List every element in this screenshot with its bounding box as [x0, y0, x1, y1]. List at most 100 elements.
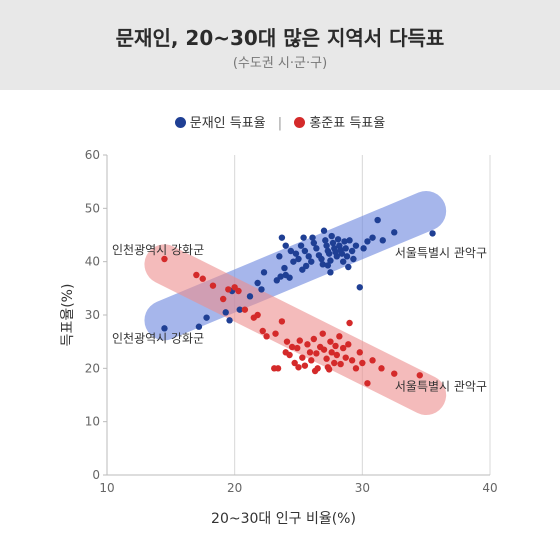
- hong-data-point: [299, 354, 306, 361]
- hong-data-point: [209, 282, 217, 289]
- moon-data-point: [228, 287, 236, 295]
- hong-data-point: [288, 343, 296, 351]
- x-tick-label: 20: [227, 481, 242, 495]
- y-tick-label: 50: [85, 201, 100, 215]
- moon-data-point: [333, 253, 340, 260]
- moon-data-point: [273, 277, 280, 284]
- moon-data-point: [236, 306, 243, 313]
- moon-data-point: [360, 245, 367, 252]
- hong-data-point: [286, 351, 293, 359]
- hong-data-point: [235, 287, 242, 295]
- page-title: 문재인, 20~30대 많은 지역서 다득표: [115, 26, 445, 50]
- hong-data-point: [193, 271, 200, 279]
- hong-data-point: [359, 359, 366, 367]
- hong-data-point: [356, 349, 363, 356]
- hong-data-point: [391, 370, 398, 377]
- hong-data-point: [336, 333, 343, 340]
- moon-data-point: [334, 236, 342, 243]
- moon-data-point: [195, 323, 203, 330]
- hong-data-point: [199, 275, 206, 282]
- moon-data-point: [332, 248, 339, 256]
- moon-data-point: [226, 317, 233, 324]
- moon-data-point: [278, 234, 286, 241]
- hong-data-point: [259, 327, 266, 335]
- hong-data-point: [320, 346, 328, 353]
- hong-data-point: [331, 359, 338, 367]
- moon-data-point: [364, 238, 371, 245]
- moon-data-point: [287, 247, 295, 255]
- moon-data-point: [352, 242, 360, 249]
- hong-data-point: [225, 286, 232, 293]
- hong-data-point: [345, 341, 352, 348]
- moon-data-point: [339, 258, 347, 265]
- moon-data-point: [327, 257, 334, 264]
- hong-data-point: [161, 255, 168, 263]
- y-tick-label: 10: [85, 415, 100, 429]
- hong-data-point: [416, 372, 423, 379]
- annotation-label: 서울특별시 관악구: [395, 246, 487, 260]
- moon-data-point: [302, 262, 310, 270]
- moon-data-point: [300, 234, 307, 241]
- hong-data-point: [272, 330, 279, 337]
- y-tick-label: 0: [92, 468, 100, 482]
- hong-data-point: [219, 295, 227, 303]
- hong-data-point: [295, 364, 302, 371]
- moon-data-point: [374, 216, 381, 224]
- moon-data-point: [286, 274, 293, 281]
- legend-dot-hong-icon: [294, 117, 306, 128]
- moon-data-point: [161, 325, 168, 332]
- hong-data-point: [263, 333, 270, 340]
- moon-data-point: [276, 253, 283, 260]
- moon-data-point: [305, 253, 312, 260]
- hong-data-point: [369, 357, 376, 364]
- x-tick-label: 30: [355, 481, 370, 495]
- hong-data-point: [352, 365, 360, 372]
- moon-data-point: [331, 245, 338, 252]
- hong-data-point: [364, 380, 371, 387]
- hong-data-point: [294, 344, 301, 352]
- hong-data-point: [283, 338, 291, 345]
- moon-data-point: [310, 239, 318, 247]
- hong-data-point: [306, 349, 314, 356]
- moon-data-point: [337, 246, 344, 254]
- hong-data-point: [328, 349, 335, 356]
- moon-data-point: [336, 242, 343, 249]
- moon-data-point: [281, 264, 288, 272]
- y-tick-label: 30: [85, 308, 100, 322]
- y-tick-label: 40: [85, 255, 100, 269]
- moon-data-point: [318, 255, 325, 263]
- legend-label-hong: 홍준표 득표율: [309, 116, 386, 131]
- hong-data-point: [325, 366, 333, 373]
- hong-data-point: [323, 355, 330, 362]
- legend-dot-moon-icon: [174, 117, 186, 128]
- hong-data-point: [304, 341, 311, 348]
- hong-data-point: [274, 365, 282, 372]
- hong-data-point: [308, 357, 315, 364]
- hong-data-point: [271, 365, 278, 372]
- hong-data-point: [310, 335, 318, 343]
- moon-data-point: [345, 263, 352, 271]
- moon-data-point: [297, 242, 305, 249]
- hong-data-point: [346, 319, 353, 327]
- moon-data-point: [254, 279, 261, 287]
- moon-data-point: [325, 250, 333, 257]
- hong-trend-band: [144, 244, 447, 415]
- header-bar: 문재인, 20~30대 많은 지역서 다득표 (수도권 시·군·구): [0, 0, 560, 90]
- hong-data-point: [378, 365, 385, 372]
- y-tick-label: 60: [85, 148, 100, 162]
- x-axis-title: 20~30대 인구 비율(%): [211, 511, 356, 527]
- moon-data-point: [203, 314, 210, 321]
- hong-data-point: [324, 364, 332, 371]
- hong-data-point: [337, 360, 344, 368]
- moon-data-point: [246, 293, 254, 300]
- moon-data-point: [309, 234, 316, 241]
- moon-data-point: [338, 250, 346, 257]
- moon-data-point: [282, 242, 289, 249]
- hong-data-point: [254, 311, 261, 319]
- hong-data-point: [250, 314, 258, 321]
- moon-data-point: [295, 255, 302, 263]
- moon-data-point: [328, 232, 335, 240]
- moon-data-point: [342, 245, 349, 252]
- moon-data-point: [341, 238, 348, 245]
- hong-data-point: [291, 359, 298, 367]
